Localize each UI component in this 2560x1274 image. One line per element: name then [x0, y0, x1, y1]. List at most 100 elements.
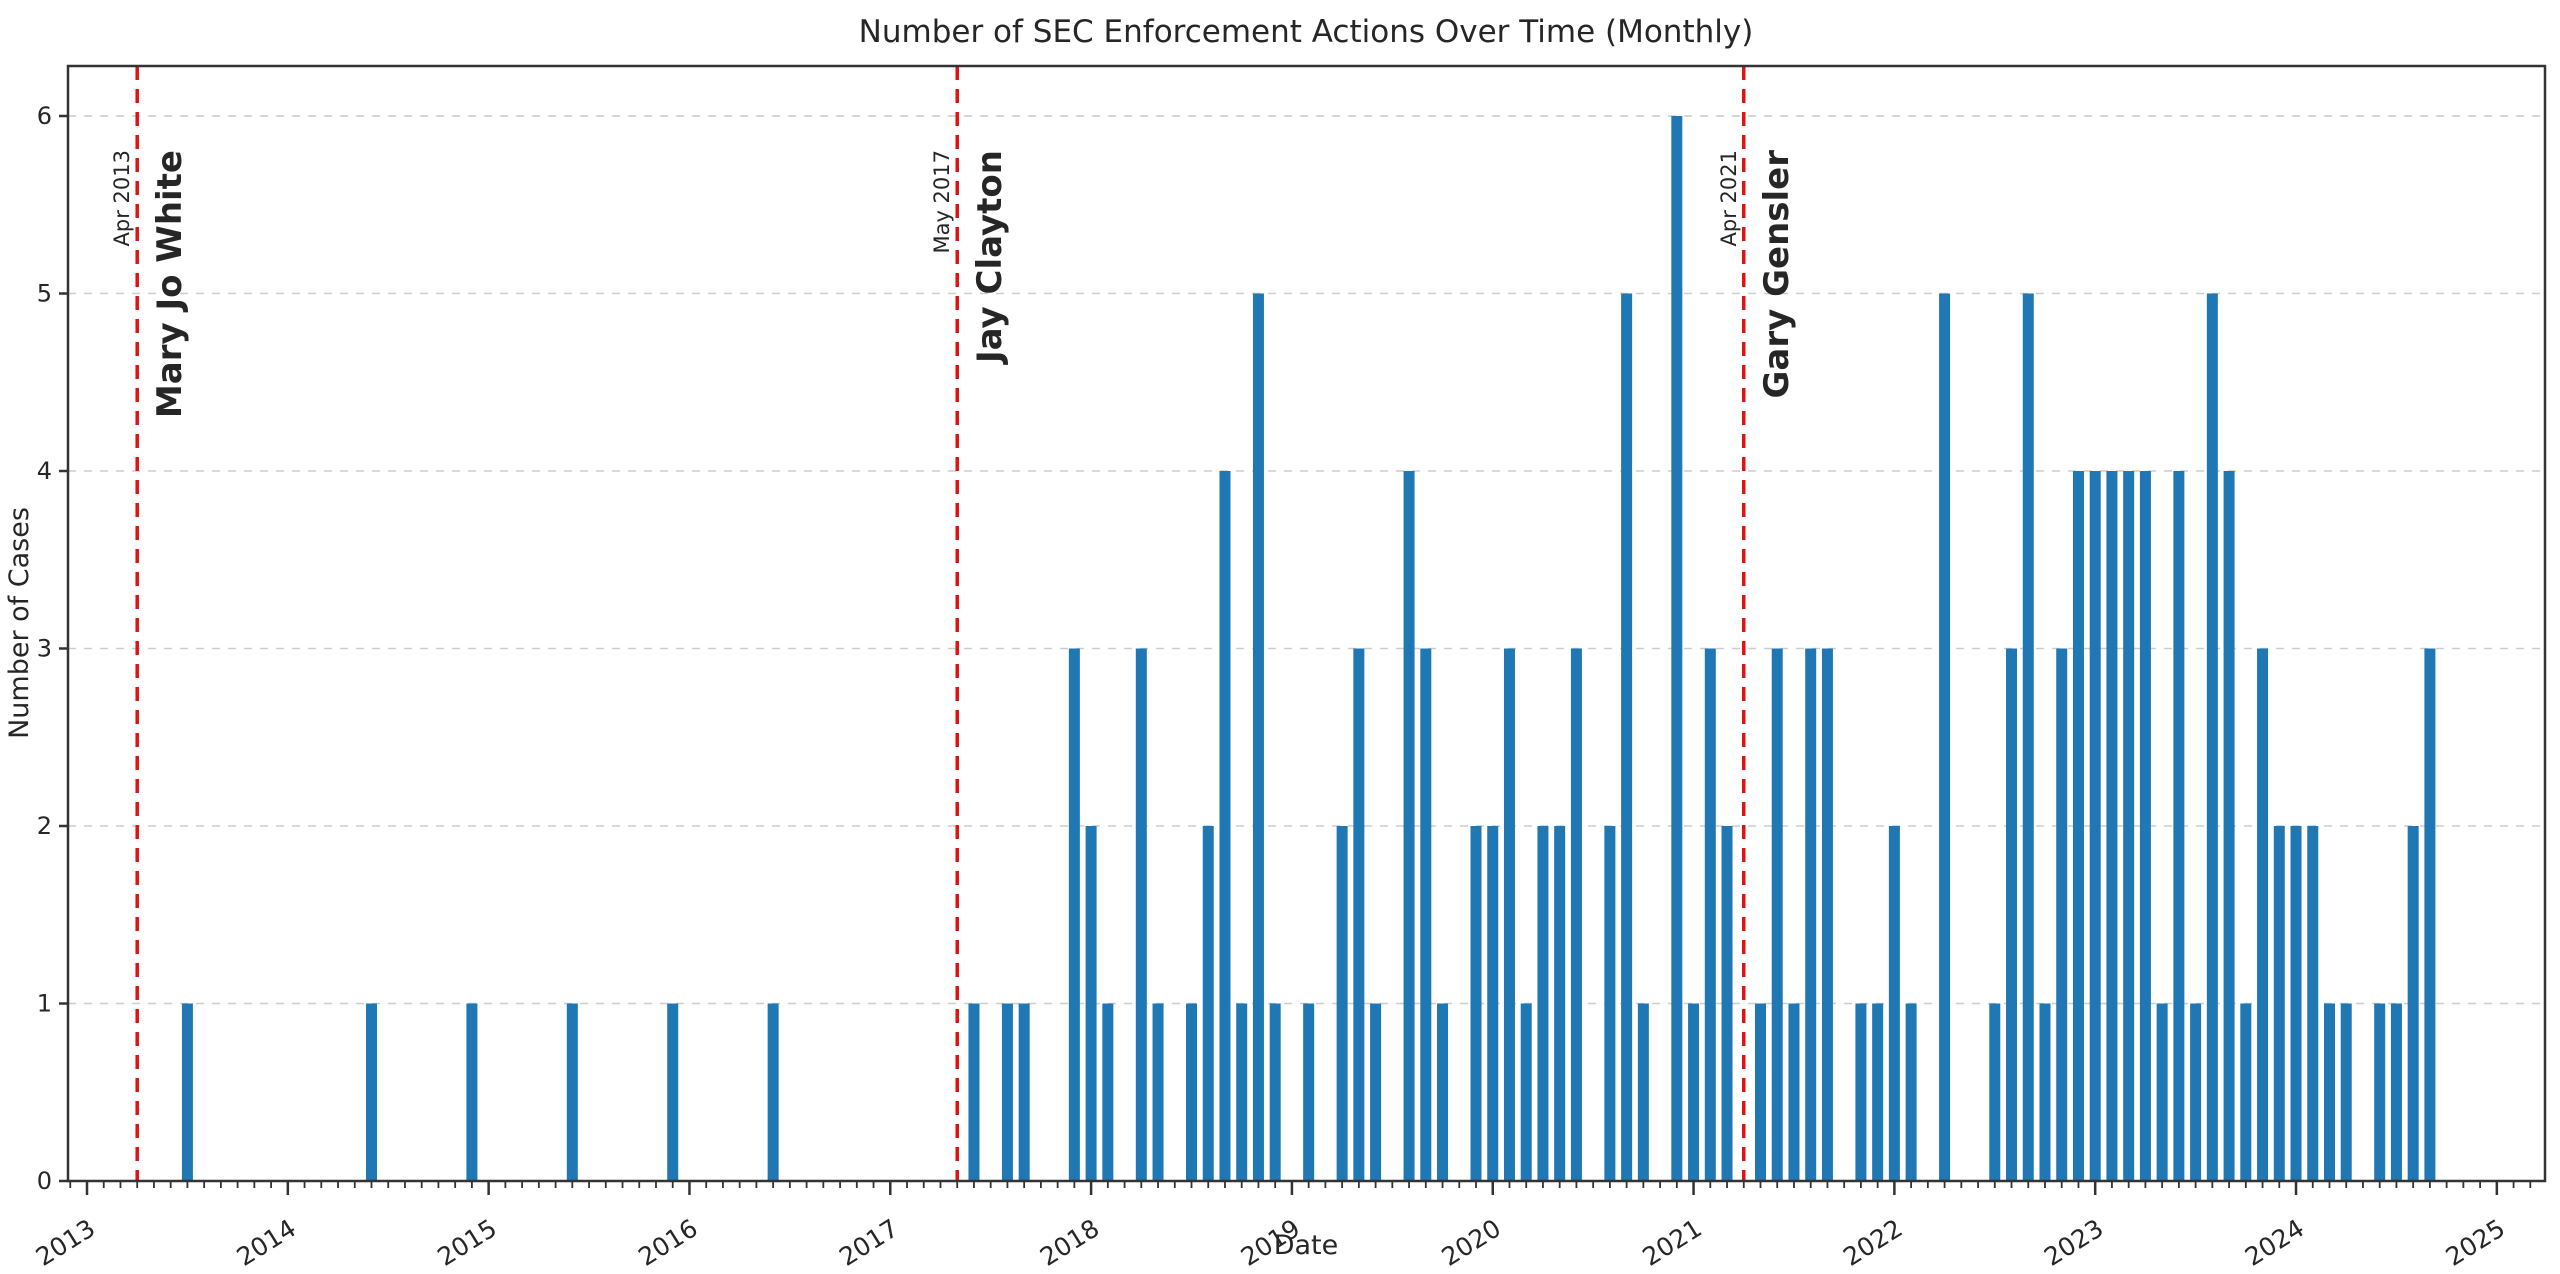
bar-2019-09 — [1420, 648, 1432, 1181]
x-tick-label: 2014 — [232, 1213, 301, 1271]
bar-2022-12 — [2072, 471, 2084, 1181]
bar-2018-05 — [1152, 1003, 1164, 1181]
bar-2022-01 — [1888, 826, 1900, 1181]
x-tick-label: 2022 — [1838, 1213, 1907, 1271]
bar-2023-06 — [2173, 471, 2185, 1181]
y-axis-label: Number of Cases — [4, 507, 35, 739]
bar-2023-09 — [2223, 471, 2235, 1181]
bar-2017-08 — [1001, 1003, 1013, 1181]
bar-2022-04 — [1939, 293, 1951, 1181]
bar-2020-08 — [1604, 826, 1616, 1181]
bar-2019-06 — [1370, 1003, 1382, 1181]
bar-2018-07 — [1186, 1003, 1198, 1181]
x-tick-label: 2023 — [2039, 1213, 2108, 1271]
bar-2018-12 — [1269, 1003, 1281, 1181]
bar-2023-07 — [2190, 1003, 2202, 1181]
x-tick-label: 2021 — [1637, 1213, 1706, 1271]
bar-2021-01 — [1688, 1003, 1700, 1181]
bar-2021-07 — [1788, 1003, 1800, 1181]
y-tick-label: 3 — [37, 635, 52, 663]
y-tick-label: 5 — [37, 280, 52, 308]
bar-2021-12 — [1872, 1003, 1884, 1181]
bar-2021-11 — [1855, 1003, 1867, 1181]
bar-2013-07 — [181, 1003, 193, 1181]
bar-2021-09 — [1821, 648, 1833, 1181]
annotation-name-label: Mary Jo White — [150, 150, 190, 418]
bar-2024-09 — [2424, 648, 2436, 1181]
bar-2023-08 — [2206, 293, 2218, 1181]
bar-2020-06 — [1570, 648, 1582, 1181]
bar-2023-05 — [2156, 1003, 2168, 1181]
bar-2018-09 — [1219, 471, 1231, 1181]
x-tick-label: 2013 — [31, 1213, 100, 1271]
annotation-date-label: May 2017 — [930, 150, 954, 254]
bar-2020-01 — [1487, 826, 1499, 1181]
chart-title: Number of SEC Enforcement Actions Over T… — [859, 14, 1754, 50]
annotation-date-label: Apr 2021 — [1717, 150, 1741, 246]
bar-2019-05 — [1353, 648, 1365, 1181]
bar-2018-04 — [1135, 648, 1147, 1181]
bar-2023-11 — [2257, 648, 2269, 1181]
x-tick-label: 2020 — [1437, 1213, 1506, 1271]
bars-layer — [181, 116, 2436, 1181]
bar-2020-12 — [1671, 116, 1683, 1181]
annotation-name-label: Gary Gensler — [1757, 150, 1797, 399]
bar-2019-08 — [1403, 471, 1415, 1181]
bar-2021-05 — [1755, 1003, 1766, 1181]
x-tick-label: 2017 — [834, 1213, 903, 1271]
bar-2018-02 — [1102, 1003, 1114, 1181]
bar-2023-10 — [2240, 1003, 2252, 1181]
bar-2020-10 — [1637, 1003, 1649, 1181]
bar-2020-02 — [1503, 648, 1515, 1181]
bar-2023-12 — [2273, 826, 2285, 1181]
y-tick-label: 1 — [37, 990, 52, 1018]
bar-2024-01 — [2290, 826, 2302, 1181]
bar-2018-08 — [1202, 826, 1214, 1181]
x-tick-label: 2015 — [432, 1213, 501, 1271]
bar-2017-06 — [968, 1003, 980, 1181]
bar-2022-02 — [1905, 1003, 1917, 1181]
bar-2024-04 — [2340, 1003, 2352, 1181]
bar-2022-09 — [2022, 293, 2034, 1181]
bar-2015-12 — [667, 1003, 679, 1181]
bar-2022-10 — [2039, 1003, 2051, 1181]
bar-2019-04 — [1336, 826, 1348, 1181]
bar-2019-12 — [1470, 826, 1482, 1181]
bar-2023-04 — [2139, 471, 2151, 1181]
bar-2019-10 — [1437, 1003, 1449, 1181]
plot-border — [66, 64, 2547, 1183]
annotations-layer: Apr 2013 Mary Jo White May 2017 Jay Clayton… — [110, 66, 1797, 1181]
bar-2021-03 — [1721, 826, 1733, 1181]
bar-2020-05 — [1554, 826, 1566, 1181]
bar-2014-06 — [365, 1003, 377, 1181]
bar-2022-07 — [1989, 1003, 2001, 1181]
x-tick-label: 2018 — [1035, 1213, 1104, 1271]
bar-2024-06 — [2374, 1003, 2386, 1181]
bar-2024-03 — [2323, 1003, 2335, 1181]
x-tick-label: 2025 — [2441, 1213, 2510, 1271]
bar-2021-08 — [1805, 648, 1817, 1181]
bar-2018-10 — [1236, 1003, 1248, 1181]
bar-2023-02 — [2106, 471, 2118, 1181]
bar-2024-02 — [2307, 826, 2319, 1181]
bar-2022-08 — [2006, 648, 2018, 1181]
annotation-name-label: Jay Clayton — [970, 150, 1010, 365]
bar-2017-12 — [1068, 648, 1080, 1181]
bar-2015-06 — [566, 1003, 578, 1181]
bar-2024-08 — [2407, 826, 2419, 1181]
x-axis-label: Date — [1274, 1230, 1339, 1261]
x-tick-label: 2016 — [633, 1213, 702, 1271]
y-tick-label: 0 — [37, 1167, 52, 1195]
bar-2024-07 — [2390, 1003, 2402, 1181]
bar-2014-12 — [466, 1003, 478, 1181]
bar-2021-06 — [1771, 648, 1783, 1181]
bar-2023-01 — [2089, 471, 2101, 1181]
annotation-date-label: Apr 2013 — [110, 150, 134, 246]
y-tick-label: 4 — [37, 457, 52, 485]
bar-2021-02 — [1704, 648, 1716, 1181]
x-tick-label: 2024 — [2240, 1213, 2309, 1271]
bar-2016-06 — [767, 1003, 779, 1181]
bar-2020-09 — [1621, 293, 1633, 1181]
